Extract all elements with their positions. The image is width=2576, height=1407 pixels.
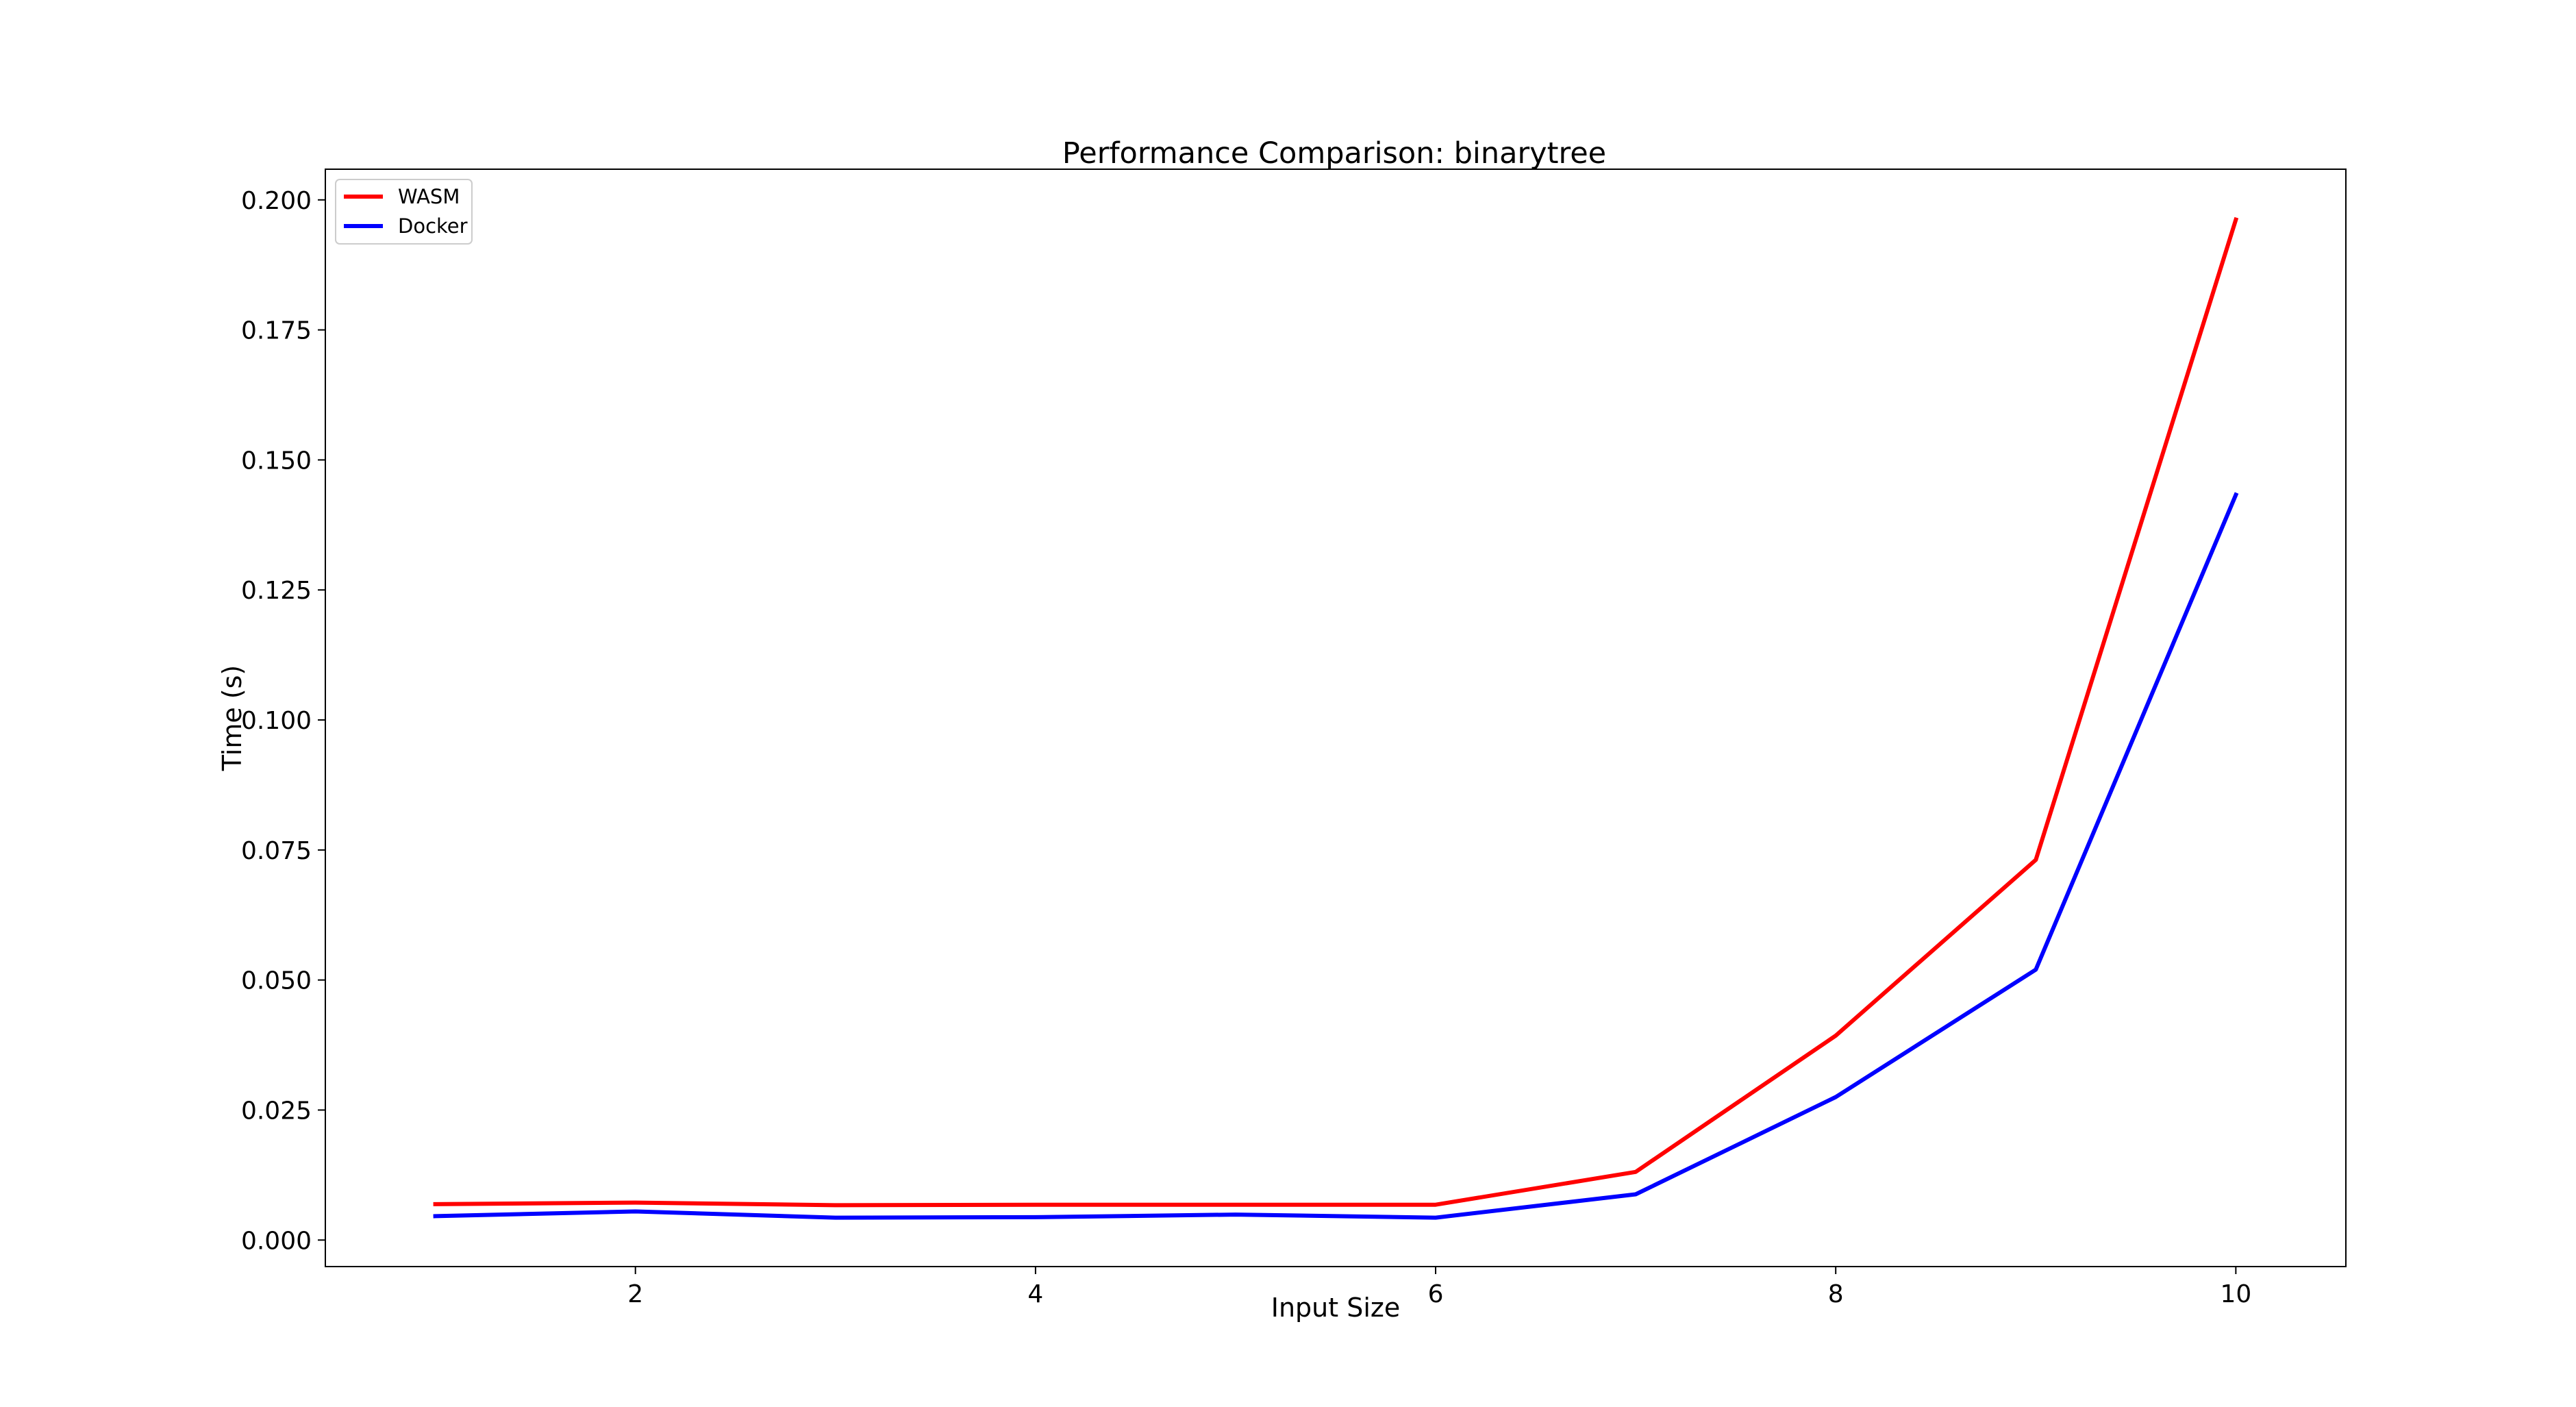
chart-title: Performance Comparison: binarytree <box>1062 136 1606 171</box>
x-axis: 2 4 6 8 10 <box>627 1267 2251 1308</box>
y-tick-label: 0.125 <box>241 577 312 605</box>
y-tick-label: 0.175 <box>241 317 312 345</box>
y-tick-label: 0.100 <box>241 707 312 735</box>
y-axis-label: Time (s) <box>217 665 247 772</box>
y-tick-label: 0.050 <box>241 967 312 995</box>
legend-label-wasm: WASM <box>398 185 460 208</box>
x-tick-label: 2 <box>627 1280 643 1308</box>
legend: WASM Docker <box>335 179 473 245</box>
legend-label-docker: Docker <box>398 214 468 238</box>
x-tick-label: 8 <box>1828 1280 1844 1308</box>
x-axis-label: Input Size <box>1271 1293 1400 1323</box>
series-layer <box>433 216 2239 1220</box>
x-tick-label: 4 <box>1027 1280 1043 1308</box>
x-tick-label: 6 <box>1428 1280 1444 1308</box>
y-tick-label: 0.200 <box>241 187 312 215</box>
y-axis: 0.000 0.025 0.050 0.075 0.100 0.125 0.150 0.175… <box>241 187 325 1255</box>
series-line-wasm <box>433 216 2239 1208</box>
y-tick-label: 0.025 <box>241 1097 312 1125</box>
y-tick-label: 0.000 <box>241 1227 312 1255</box>
plot-area-frame <box>325 169 2347 1267</box>
x-tick-label: 10 <box>2220 1280 2251 1308</box>
y-tick-label: 0.075 <box>241 837 312 865</box>
series-line-docker <box>433 492 2239 1220</box>
y-tick-label: 0.150 <box>241 447 312 475</box>
